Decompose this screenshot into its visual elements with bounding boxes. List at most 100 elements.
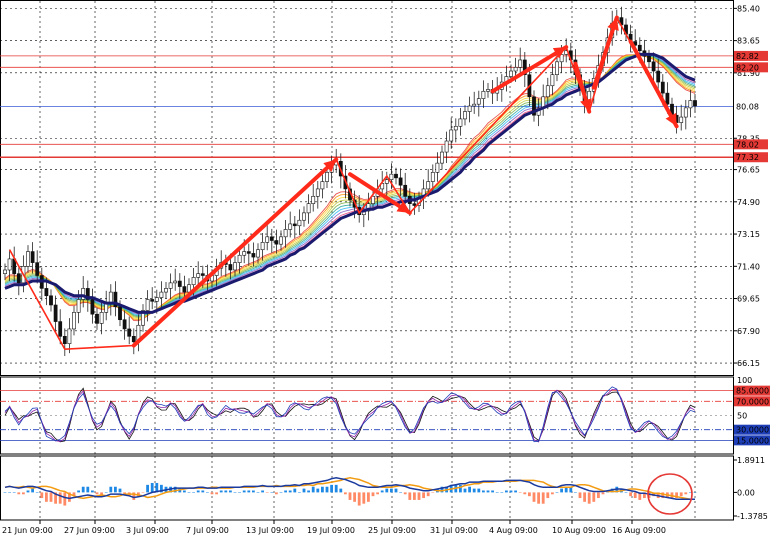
trend-arrow-shaft <box>591 15 619 90</box>
osc2-histogram-bar <box>385 488 389 493</box>
osc2-histogram-bar <box>633 492 637 499</box>
osc2-histogram-bar <box>491 490 494 493</box>
osc2-histogram-bar <box>270 492 274 493</box>
osc2-main-line <box>4 477 695 500</box>
osc2-histogram-bar <box>256 492 260 493</box>
osc2-histogram-bar <box>638 492 642 500</box>
zigzag-line <box>8 15 678 351</box>
candle-body <box>435 162 440 173</box>
candle-body <box>522 59 527 75</box>
osc2-histogram-bar <box>132 492 136 500</box>
osc2-histogram-bar <box>109 486 113 493</box>
candle-body <box>297 219 302 227</box>
candle-body <box>325 172 329 182</box>
x-tick-label: 3 Jul 09:00 <box>126 526 169 535</box>
osc2-histogram-bar <box>390 488 393 493</box>
osc2-histogram-bar <box>495 492 499 493</box>
y-tick-label: 78.35 <box>737 134 760 143</box>
candle-body <box>647 55 651 63</box>
candle-body <box>292 223 297 227</box>
osc2-histogram-bar <box>514 490 517 493</box>
osc2-histogram-bar <box>183 490 186 493</box>
x-tick-label: 13 Jul 09:00 <box>246 526 294 535</box>
y-tick-label: 69.65 <box>737 295 760 304</box>
candle-body <box>651 61 656 72</box>
osc2-histogram-bar <box>629 492 632 497</box>
osc2-histogram-bar <box>560 488 563 493</box>
candle-body <box>467 105 472 112</box>
osc2-histogram-bar <box>3 492 7 493</box>
level-tag-bg <box>734 139 768 150</box>
candle-body <box>159 291 164 298</box>
trend-arrow-head <box>607 17 619 31</box>
candle-body <box>665 92 670 105</box>
candle-body <box>122 319 127 330</box>
osc2-histogram-bar <box>403 492 407 495</box>
candle-body <box>269 236 274 241</box>
osc2-histogram-bar <box>45 492 48 502</box>
osc2-histogram-bar <box>215 492 218 495</box>
candle-body <box>453 125 458 131</box>
osc2-histogram-bar <box>173 486 177 493</box>
candle-body <box>35 262 40 276</box>
candle-body <box>509 70 513 77</box>
candle-body <box>141 310 145 326</box>
candle-body <box>656 70 661 83</box>
candle-body <box>95 313 99 324</box>
candle-body <box>16 273 21 284</box>
candle-body <box>458 118 463 127</box>
osc1-level-tag-label: 30.0000 <box>736 426 769 435</box>
osc2-histogram-bar <box>81 486 85 493</box>
osc2-histogram-bar <box>413 492 416 500</box>
candle-body <box>426 181 431 190</box>
osc2-histogram-bar <box>206 492 209 493</box>
osc2-histogram-bar <box>679 492 683 497</box>
candle-body <box>660 81 665 94</box>
osc1-level-tag-bg <box>734 435 770 446</box>
osc2-histogram-bar <box>468 486 471 493</box>
osc2-histogram-bar <box>339 488 343 493</box>
candle-body <box>559 54 564 63</box>
candle-body <box>85 288 90 300</box>
osc2-histogram-bar <box>523 492 527 495</box>
osc1-tick-label: 50 <box>737 412 747 421</box>
candle-body <box>532 96 536 116</box>
candle-body <box>108 291 113 304</box>
candle-body <box>228 264 233 271</box>
candle-body <box>320 181 325 190</box>
osc2-histogram-bar <box>307 490 310 493</box>
osc2-histogram-bar <box>587 492 591 504</box>
osc2-histogram-bar <box>426 492 430 497</box>
trend-arrow-head <box>580 98 592 112</box>
osc2-histogram-bar <box>91 490 94 493</box>
osc2-histogram-bar <box>592 492 596 502</box>
osc2-histogram-bar <box>298 492 301 493</box>
osc2-histogram-bar <box>624 492 628 493</box>
osc2-tick-label: -1.3785 <box>737 512 768 521</box>
level-tag-bg <box>734 152 768 163</box>
candle-body <box>53 304 58 322</box>
candle-body <box>72 312 76 330</box>
x-tick-label: 4 Aug 09:00 <box>489 526 538 535</box>
osc2-histogram-bar <box>362 492 366 504</box>
osc2-histogram-bar <box>661 492 665 499</box>
candle-body <box>196 273 201 278</box>
candle-body <box>237 254 242 263</box>
candle-body <box>30 251 35 263</box>
osc2-histogram-bar <box>422 492 425 499</box>
trend-arrow-shaft <box>131 157 339 348</box>
y-tick-label: 85.40 <box>737 4 760 13</box>
y-tick-label: 74.90 <box>737 198 760 207</box>
osc2-histogram-bar <box>643 492 646 499</box>
level-tag-bg <box>734 62 768 73</box>
osc2-histogram-bar <box>265 492 269 493</box>
osc2-histogram-bar <box>77 490 80 493</box>
osc2-histogram-bar <box>22 492 25 495</box>
trend-arrow-head <box>552 47 567 59</box>
osc2-histogram-bar <box>150 482 154 493</box>
osc2-histogram-bar <box>344 492 347 495</box>
candle-body <box>187 284 191 293</box>
level-tag-label: 82.82 <box>736 52 759 61</box>
highlight-circle <box>647 473 693 515</box>
